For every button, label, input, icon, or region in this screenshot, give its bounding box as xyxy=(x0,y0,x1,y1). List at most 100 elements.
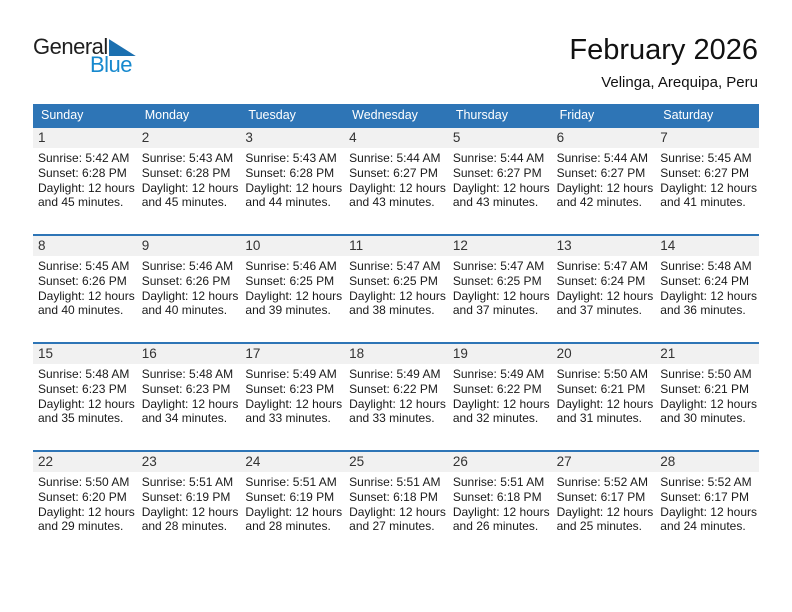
day-info-line: Daylight: 12 hours xyxy=(141,288,239,303)
day-info: Sunrise: 5:51 AM Sunset: 6:18 PM Daylight:… xyxy=(344,472,448,534)
day-header-saturday: Saturday xyxy=(663,108,714,122)
day-info: Sunrise: 5:49 AM Sunset: 6:22 PM Daylight:… xyxy=(344,364,448,426)
day-info-line: Sunset: 6:24 PM xyxy=(556,273,646,288)
day-info-line: and 28 minutes. xyxy=(141,519,228,534)
day-info-line: and 27 minutes. xyxy=(349,519,435,534)
day-info: Sunrise: 5:48 AM Sunset: 6:24 PM Daylight:… xyxy=(655,256,759,318)
day-info-line: and 30 minutes. xyxy=(660,411,746,426)
day-info-line: and 36 minutes. xyxy=(660,303,746,318)
day-info-line: Daylight: 12 hours xyxy=(349,504,446,519)
date-number: 13 xyxy=(556,238,572,253)
calendar-weeks: 1 Sunrise: 5:42 AM Sunset: 6:28 PM Dayligh… xyxy=(33,126,759,558)
date-number: 4 xyxy=(349,130,357,145)
day-info-line: Sunrise: 5:46 AM xyxy=(141,259,234,273)
date-band: 26 xyxy=(447,452,552,472)
day-info-line: Sunset: 6:19 PM xyxy=(245,489,335,504)
date-number: 21 xyxy=(660,346,676,361)
day-info-line: Sunset: 6:19 PM xyxy=(141,489,231,504)
day-info-line: Sunset: 6:22 PM xyxy=(452,381,542,396)
calendar-day-cell: 23 Sunrise: 5:51 AM Sunset: 6:19 PM Daylig… xyxy=(136,452,241,558)
day-info-line: and 45 minutes. xyxy=(38,195,124,210)
date-band: 12 xyxy=(447,236,552,256)
day-info-line: Daylight: 12 hours xyxy=(556,288,654,303)
day-info-line: Daylight: 12 hours xyxy=(452,180,550,195)
date-band: 23 xyxy=(136,452,241,472)
day-info-line: Sunrise: 5:47 AM xyxy=(556,259,648,273)
day-info-line: and 38 minutes. xyxy=(349,303,435,318)
calendar-day-cell: 3 Sunrise: 5:43 AM Sunset: 6:28 PM Dayligh… xyxy=(240,128,345,234)
day-info-line: Daylight: 12 hours xyxy=(349,396,446,411)
date-band: 28 xyxy=(655,452,759,472)
week-row: 15 Sunrise: 5:48 AM Sunset: 6:23 PM Daylig… xyxy=(33,342,759,450)
calendar-day-cell: 20 Sunrise: 5:50 AM Sunset: 6:21 PM Daylig… xyxy=(551,344,656,450)
day-info-line: Sunrise: 5:44 AM xyxy=(556,151,648,165)
location-subtitle: Velinga, Arequipa, Peru xyxy=(601,74,758,91)
date-band: 13 xyxy=(551,236,656,256)
calendar-day-cell: 9 Sunrise: 5:46 AM Sunset: 6:26 PM Dayligh… xyxy=(136,236,241,342)
day-info: Sunrise: 5:49 AM Sunset: 6:23 PM Daylight:… xyxy=(240,364,344,426)
date-band: 2 xyxy=(136,128,241,148)
day-info-line: Sunrise: 5:52 AM xyxy=(660,475,752,489)
day-info: Sunrise: 5:44 AM Sunset: 6:27 PM Daylight:… xyxy=(552,148,656,210)
day-info-line: Sunrise: 5:51 AM xyxy=(349,475,441,489)
calendar-day-cell: 21 Sunrise: 5:50 AM Sunset: 6:21 PM Daylig… xyxy=(655,344,759,450)
day-header-wednesday: Wednesday xyxy=(352,108,418,122)
day-info-line: Daylight: 12 hours xyxy=(556,396,654,411)
day-info-line: Sunrise: 5:45 AM xyxy=(660,151,752,165)
day-info-line: and 29 minutes. xyxy=(38,519,124,534)
date-band: 5 xyxy=(447,128,552,148)
day-info-line: Sunrise: 5:50 AM xyxy=(38,475,130,489)
day-info-line: Daylight: 12 hours xyxy=(349,180,446,195)
day-info-line: and 39 minutes. xyxy=(245,303,331,318)
day-info-line: Sunset: 6:27 PM xyxy=(349,165,438,180)
day-info-line: and 28 minutes. xyxy=(245,519,331,534)
day-info-line: Daylight: 12 hours xyxy=(141,396,239,411)
calendar-day-cell: 7 Sunrise: 5:45 AM Sunset: 6:27 PM Dayligh… xyxy=(655,128,759,234)
day-info-line: and 34 minutes. xyxy=(141,411,228,426)
day-info-line: Sunset: 6:23 PM xyxy=(38,381,127,396)
day-info-line: Sunset: 6:26 PM xyxy=(141,273,231,288)
header-titles: February 2026 Velinga, Arequipa, Peru xyxy=(569,34,758,91)
date-number: 26 xyxy=(452,454,468,469)
day-info-line: Daylight: 12 hours xyxy=(245,180,343,195)
day-info-line: Daylight: 12 hours xyxy=(660,396,758,411)
day-info-line: and 43 minutes. xyxy=(452,195,539,210)
day-info: Sunrise: 5:51 AM Sunset: 6:19 PM Daylight:… xyxy=(137,472,241,534)
day-info: Sunrise: 5:51 AM Sunset: 6:18 PM Daylight:… xyxy=(448,472,552,534)
day-info-line: and 33 minutes. xyxy=(349,411,435,426)
calendar-day-cell: 11 Sunrise: 5:47 AM Sunset: 6:25 PM Daylig… xyxy=(344,236,448,342)
day-info: Sunrise: 5:45 AM Sunset: 6:27 PM Daylight:… xyxy=(655,148,759,210)
date-band: 4 xyxy=(344,128,448,148)
logo-text-blue: Blue xyxy=(90,52,133,77)
calendar-day-cell: 5 Sunrise: 5:44 AM Sunset: 6:27 PM Dayligh… xyxy=(447,128,552,234)
day-info: Sunrise: 5:47 AM Sunset: 6:24 PM Daylight:… xyxy=(552,256,656,318)
day-info: Sunrise: 5:46 AM Sunset: 6:25 PM Daylight:… xyxy=(240,256,344,318)
date-number: 14 xyxy=(660,238,676,253)
date-number: 10 xyxy=(245,238,261,253)
day-info-line: Sunset: 6:22 PM xyxy=(349,381,438,396)
day-info: Sunrise: 5:52 AM Sunset: 6:17 PM Daylight:… xyxy=(655,472,759,534)
day-info-line: Daylight: 12 hours xyxy=(349,288,446,303)
day-info-line: and 33 minutes. xyxy=(245,411,331,426)
day-info-line: and 25 minutes. xyxy=(556,519,642,534)
day-info: Sunrise: 5:42 AM Sunset: 6:28 PM Daylight:… xyxy=(33,148,137,210)
day-info-line: and 37 minutes. xyxy=(556,303,642,318)
calendar-day-cell: 2 Sunrise: 5:43 AM Sunset: 6:28 PM Dayligh… xyxy=(136,128,241,234)
logo-text-general: General xyxy=(33,34,108,59)
day-info-line: Sunrise: 5:48 AM xyxy=(38,367,130,381)
day-info-line: Daylight: 12 hours xyxy=(38,180,135,195)
day-info: Sunrise: 5:48 AM Sunset: 6:23 PM Daylight:… xyxy=(33,364,137,426)
day-info-line: and 43 minutes. xyxy=(349,195,435,210)
calendar-day-cell: 19 Sunrise: 5:49 AM Sunset: 6:22 PM Daylig… xyxy=(447,344,552,450)
day-info-line: Sunset: 6:17 PM xyxy=(556,489,646,504)
day-info-line: Sunset: 6:21 PM xyxy=(556,381,646,396)
day-info-line: Sunset: 6:28 PM xyxy=(38,165,127,180)
date-number: 27 xyxy=(556,454,572,469)
day-info-line: Sunrise: 5:42 AM xyxy=(38,151,130,165)
logo-triangle-icon xyxy=(108,39,136,56)
day-info-line: Sunset: 6:23 PM xyxy=(245,381,335,396)
date-band: 6 xyxy=(551,128,656,148)
day-info: Sunrise: 5:51 AM Sunset: 6:19 PM Daylight:… xyxy=(240,472,344,534)
day-info-line: Daylight: 12 hours xyxy=(245,504,343,519)
day-info: Sunrise: 5:50 AM Sunset: 6:20 PM Daylight:… xyxy=(33,472,137,534)
